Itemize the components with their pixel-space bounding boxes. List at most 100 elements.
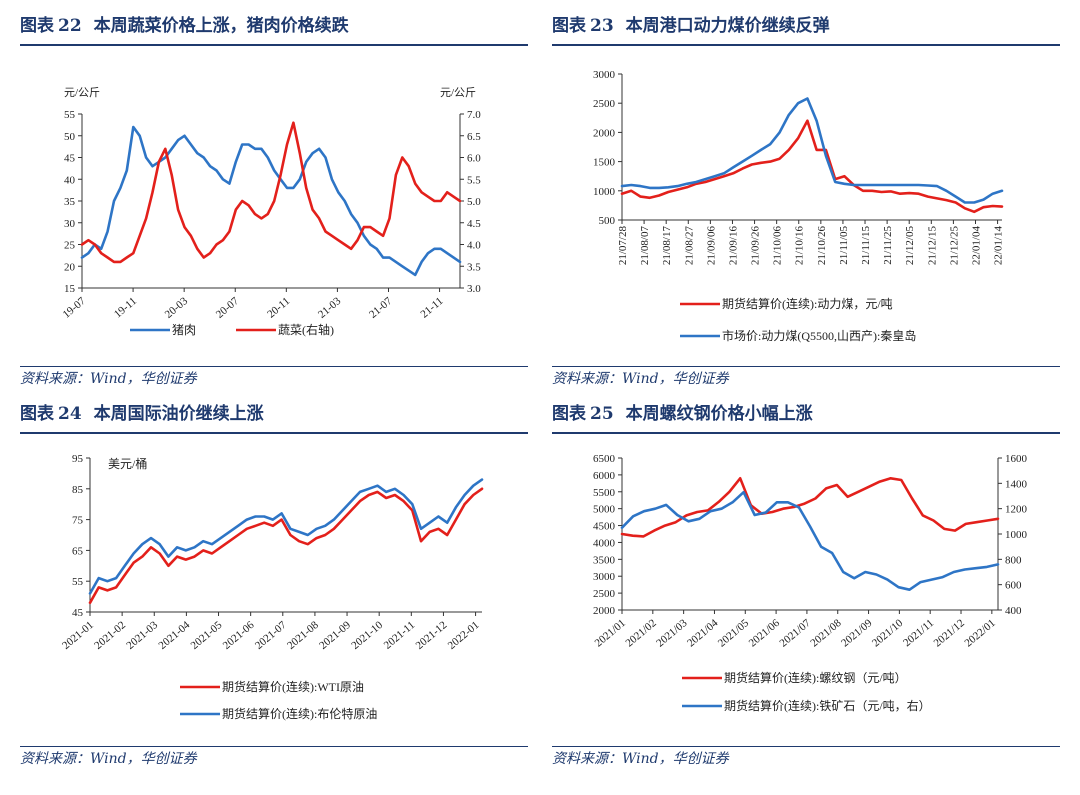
x-tick-label: 21-07 <box>367 295 395 321</box>
y-tick-label-left: 65 <box>72 545 84 557</box>
y-tick-label-left: 3500 <box>593 554 616 566</box>
y-tick-label-left: 2500 <box>593 588 616 600</box>
x-tick-label: 21/12/25 <box>948 226 960 266</box>
y-tick-label-right: 6.0 <box>467 153 481 165</box>
x-tick-label: 20-03 <box>163 295 191 321</box>
figure-title-23: 图表 23 本周港口动力煤价继续反弹 <box>552 16 830 36</box>
chart-panel-23: 图表 23 本周港口动力煤价继续反弹 500 1000 1500 2000 2500 3000… <box>552 8 1060 388</box>
x-tick-label: 21/10/16 <box>794 226 806 266</box>
x-tick-label: 2021/03 <box>654 617 690 650</box>
figure-title-24: 图表 24 本周国际油价继续上涨 <box>20 404 264 424</box>
y-tick-label-left: 75 <box>72 515 84 527</box>
title-rule <box>552 44 1060 46</box>
y-tick-label-left: 1500 <box>593 157 616 169</box>
y-tick-label-left: 6500 <box>593 453 616 465</box>
y-tick-label-left: 4500 <box>593 521 616 533</box>
y-tick-label-right: 1400 <box>1005 478 1028 490</box>
legend-label: 期货结算价(连续):布伦特原油 <box>222 706 377 721</box>
x-tick-label: 2021/12 <box>932 617 967 649</box>
x-tick-label: 19-11 <box>112 295 139 320</box>
source-note: 资料来源：Wind，华创证券 <box>552 751 729 767</box>
x-tick-label: 21/10/06 <box>772 226 784 266</box>
y-tick-label-right: 5.0 <box>467 196 481 208</box>
x-tick-label: 21-03 <box>316 295 344 321</box>
y-tick-label-right: 800 <box>1005 554 1022 566</box>
series-line-0 <box>620 119 1004 214</box>
y-tick-label-right: 7.0 <box>467 109 481 121</box>
legend-label: 期货结算价(连续):WTI原油 <box>222 679 364 694</box>
x-tick-label: 22/01/04 <box>970 226 982 266</box>
y-tick-label-right: 4.5 <box>467 218 481 230</box>
y-tick-label-left: 5000 <box>593 504 616 516</box>
y-unit-left: 美元/桶 <box>108 456 147 471</box>
y-tick-label-left: 5500 <box>593 487 616 499</box>
x-tick-label: 20-07 <box>214 295 242 321</box>
chart-panel-24: 图表 24 本周国际油价继续上涨 45 55 65 75 85 95 美元/桶 2021-01 20… <box>20 396 528 788</box>
y-tick-label-right: 1200 <box>1005 504 1028 516</box>
series-line-0 <box>620 476 1000 538</box>
y-tick-label-left: 50 <box>64 131 76 143</box>
x-tick-label: 2021-01 <box>60 619 96 652</box>
y-tick-label-left: 45 <box>64 153 76 165</box>
series-line-0 <box>88 487 484 605</box>
y-tick-label-left: 3000 <box>593 571 616 583</box>
x-tick-label: 2021-09 <box>317 619 353 652</box>
y-tick-label-left: 2000 <box>593 605 616 617</box>
y-tick-label-left: 45 <box>72 607 84 619</box>
y-tick-label-left: 6000 <box>593 470 616 482</box>
source-rule <box>552 366 1060 367</box>
source-note: 资料来源：Wind，华创证券 <box>20 371 197 387</box>
x-tick-label: 2022-01 <box>446 619 482 652</box>
y-tick-label-left: 55 <box>64 109 76 121</box>
x-tick-label: 2021-02 <box>92 619 128 652</box>
series-line-1 <box>620 97 1004 204</box>
figure-title-22: 图表 22 本周蔬菜价格上涨，猪肉价格续跌 <box>20 16 349 36</box>
x-tick-label: 21/09/16 <box>727 226 739 266</box>
x-tick-label: 19-07 <box>61 295 89 321</box>
x-tick-label: 21-11 <box>418 295 445 320</box>
y-tick-label-right: 4.0 <box>467 240 481 252</box>
y-unit-right: 元/公斤 <box>440 86 476 99</box>
y-tick-label-left: 500 <box>599 215 616 227</box>
x-tick-label: 2021/06 <box>747 617 783 650</box>
legend-label: 蔬菜(右轴) <box>278 322 334 337</box>
title-rule <box>20 44 528 46</box>
x-tick-label: 2021/01 <box>593 617 628 649</box>
y-tick-label-right: 3.0 <box>467 283 481 295</box>
x-tick-label: 2021-05 <box>189 619 225 652</box>
x-tick-label: 21/07/28 <box>617 226 629 266</box>
x-tick-label: 2021-06 <box>221 619 257 652</box>
y-tick-label-left: 85 <box>72 484 84 496</box>
x-tick-label: 21/11/25 <box>882 226 894 265</box>
x-tick-label: 21/09/06 <box>705 226 717 266</box>
title-rule <box>552 432 1060 434</box>
legend-label: 期货结算价(连续):螺纹钢（元/吨） <box>724 670 907 685</box>
y-tick-label-left: 3000 <box>593 69 616 81</box>
x-tick-label: 21/09/26 <box>750 226 762 266</box>
series-line-0 <box>80 125 462 277</box>
x-tick-label: 20-11 <box>265 295 292 320</box>
legend-label: 期货结算价(连续):铁矿石（元/吨，右） <box>724 698 931 713</box>
series-line-1 <box>80 121 462 264</box>
x-tick-label: 2021/05 <box>716 617 752 650</box>
x-tick-label: 2021-03 <box>124 619 160 652</box>
y-tick-label-left: 25 <box>64 240 76 252</box>
legend-label: 猪肉 <box>172 323 196 337</box>
x-tick-label: 2021-11 <box>382 619 417 652</box>
x-tick-label: 2021/11 <box>901 617 936 649</box>
series-line-1 <box>620 490 1000 591</box>
y-tick-label-right: 1600 <box>1005 453 1028 465</box>
x-tick-label: 2021/08 <box>808 617 844 650</box>
x-tick-label: 2021-10 <box>349 619 385 652</box>
y-tick-label-right: 600 <box>1005 580 1022 592</box>
y-tick-label-left: 40 <box>64 174 76 186</box>
title-rule <box>20 432 528 434</box>
y-tick-label-left: 15 <box>64 283 76 295</box>
x-tick-label: 2021/04 <box>685 617 721 650</box>
y-tick-label-left: 30 <box>64 218 76 230</box>
y-tick-label-left: 95 <box>72 453 84 465</box>
chart-22: 15 20 25 30 35 40 45 50 55 3.0 3.5 4.0 4.5 5.0 5.5 6.0 6… <box>61 86 482 337</box>
y-unit-left: 元/公斤 <box>64 86 100 99</box>
x-tick-label: 2021-04 <box>157 619 193 652</box>
